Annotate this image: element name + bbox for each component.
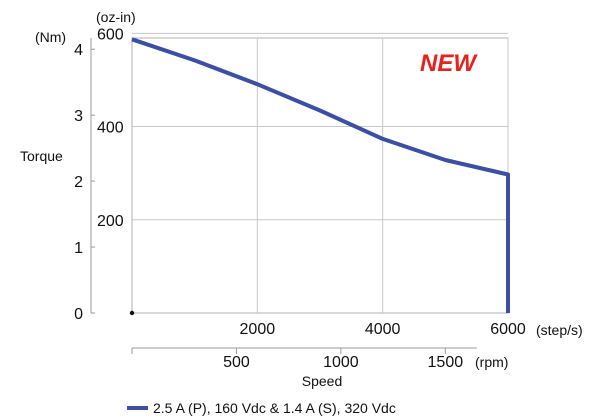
y-axis-label: Torque [20,148,63,164]
axes [90,38,477,354]
x-top-unit-label: (step/s) [536,322,583,338]
y-right-tick-label: 200 [97,213,124,230]
y-left-tick-label: 0 [74,306,83,323]
x-top-tick-label: 4000 [365,321,401,338]
x-top-tick-label: 2000 [240,321,276,338]
plot-area [131,37,510,313]
x-bottom-unit-label: (rpm) [475,354,508,370]
origin-dot [129,310,135,316]
y-left-tick-label: 4 [74,42,83,59]
grid [131,32,509,314]
y-left-tick-label: 3 [74,108,83,125]
x-top-tick-label: 6000 [490,321,526,338]
y-right-tick-label: 400 [97,120,124,137]
plot-frame [131,37,509,314]
y-right-unit-label: (oz-in) [96,9,136,25]
x-axis-label: Speed [302,373,342,389]
legend-entry: 2.5 A (P), 160 Vdc & 1.4 A (S), 320 Vdc [153,400,396,416]
y-right-tick-label: 600 [97,26,124,43]
new-badge: NEW [420,50,478,77]
series-line [131,37,510,313]
y-left-unit-label: (Nm) [35,29,66,45]
x-bottom-tick-label: 1500 [428,354,464,371]
x-bottom-tick-label: 1000 [323,354,359,371]
y-left-tick-label: 2 [74,174,83,191]
y-left-tick-label: 1 [74,240,83,257]
x-bottom-tick-label: 500 [223,354,250,371]
